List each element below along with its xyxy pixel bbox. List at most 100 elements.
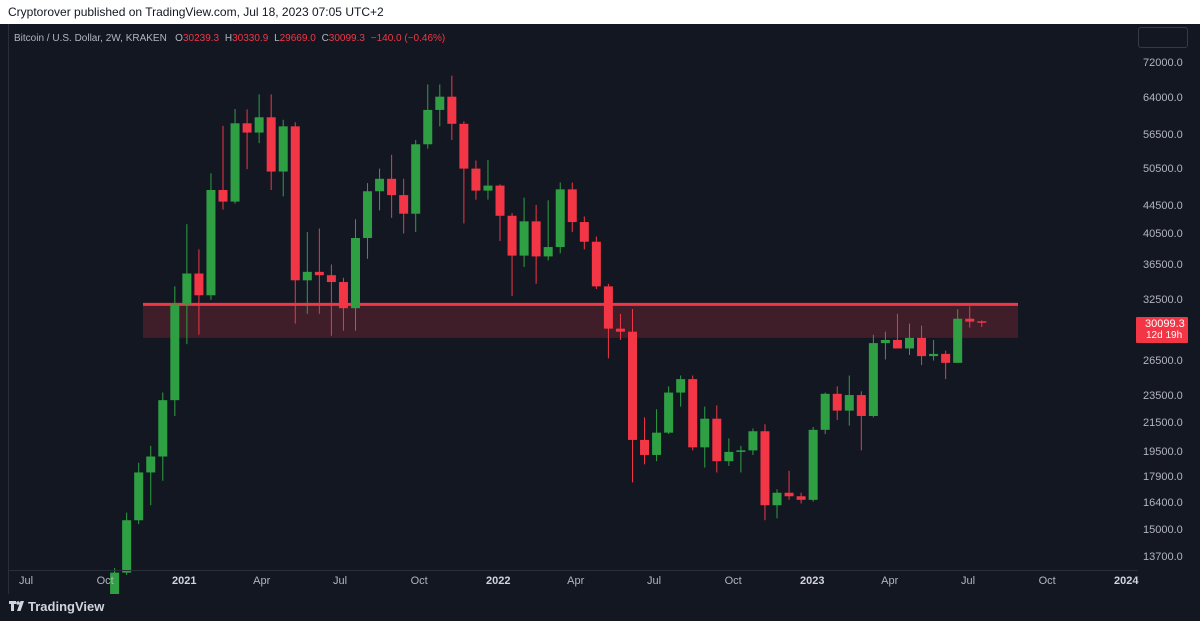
candle[interactable] (290, 122, 300, 324)
candle[interactable] (483, 159, 493, 200)
candle[interactable] (603, 283, 613, 359)
candle[interactable] (507, 213, 517, 297)
candle[interactable] (471, 160, 481, 200)
candle-body (652, 432, 662, 455)
candle[interactable] (905, 323, 915, 356)
candle[interactable] (170, 286, 180, 416)
time-axis-label: Oct (1038, 575, 1056, 587)
open-value: 30239.3 (182, 33, 220, 44)
candle[interactable] (543, 200, 553, 261)
candle[interactable] (977, 320, 987, 327)
candle[interactable] (880, 331, 890, 360)
chart-pane[interactable] (8, 24, 1193, 594)
candle[interactable] (676, 375, 686, 407)
candle[interactable] (302, 232, 312, 314)
candle-body (688, 379, 698, 448)
candle[interactable] (712, 405, 722, 473)
price-axis-label: 17900.0 (1143, 471, 1183, 484)
candle[interactable] (326, 264, 336, 336)
candle[interactable] (146, 445, 156, 506)
candle[interactable] (567, 182, 577, 233)
time-axis-label: Oct (410, 575, 428, 587)
candle[interactable] (278, 119, 288, 197)
candle-body (676, 379, 686, 393)
candle[interactable] (134, 462, 144, 525)
candle-body (435, 96, 445, 110)
candle-body (760, 431, 770, 506)
candle[interactable] (435, 84, 445, 127)
candle-body (748, 431, 758, 451)
candle[interactable] (194, 249, 204, 335)
candle[interactable] (182, 224, 192, 345)
candle[interactable] (700, 406, 710, 468)
candle[interactable] (615, 313, 625, 340)
resistance-zone[interactable] (143, 304, 1018, 338)
candle[interactable] (314, 228, 324, 314)
candle[interactable] (555, 182, 565, 254)
candle-body (158, 400, 168, 457)
candle[interactable] (399, 178, 409, 234)
candle[interactable] (495, 184, 505, 241)
candle[interactable] (459, 121, 469, 224)
candle[interactable] (375, 168, 385, 211)
candle[interactable] (664, 386, 674, 435)
candle-body (302, 271, 312, 281)
symbol-title[interactable]: Bitcoin / U.S. Dollar, 2W, KRAKEN (14, 33, 167, 44)
candle[interactable] (591, 236, 601, 290)
candle[interactable] (447, 75, 457, 140)
candle-body (363, 191, 373, 238)
candle[interactable] (350, 219, 360, 331)
candle[interactable] (218, 125, 228, 210)
candle-body (194, 273, 204, 296)
candle[interactable] (627, 309, 637, 483)
candle[interactable] (808, 427, 818, 502)
candle[interactable] (929, 339, 939, 361)
candle[interactable] (519, 197, 529, 267)
candle[interactable] (688, 375, 698, 451)
candle[interactable] (579, 216, 589, 250)
candle[interactable] (953, 309, 963, 363)
candle[interactable] (387, 154, 397, 218)
candle[interactable] (917, 325, 927, 366)
candle[interactable] (760, 424, 770, 521)
candle[interactable] (206, 173, 216, 300)
candle-body (953, 318, 963, 363)
candle[interactable] (832, 386, 842, 421)
candle[interactable] (266, 94, 276, 190)
candle[interactable] (254, 94, 264, 144)
time-axis[interactable] (8, 570, 1138, 595)
candle[interactable] (820, 392, 830, 435)
candle[interactable] (531, 204, 541, 284)
candle[interactable] (784, 470, 794, 500)
candle[interactable] (122, 512, 132, 575)
candle[interactable] (796, 492, 806, 504)
candle[interactable] (242, 109, 252, 170)
candle[interactable] (230, 108, 240, 204)
candle[interactable] (868, 334, 878, 418)
high-key: H (224, 33, 233, 44)
candle[interactable] (338, 277, 348, 331)
candle[interactable] (724, 438, 734, 466)
candle[interactable] (892, 313, 902, 349)
candle-body (290, 126, 300, 281)
candle[interactable] (748, 428, 758, 455)
candle[interactable] (965, 306, 975, 328)
candle[interactable] (158, 392, 168, 481)
price-axis-label: 40500.0 (1143, 228, 1183, 241)
candle[interactable] (423, 84, 433, 149)
candle[interactable] (844, 375, 854, 426)
candle[interactable] (736, 445, 746, 473)
bar-countdown: 12d 19h (1146, 330, 1183, 341)
last-price-tag (1136, 317, 1188, 343)
candle[interactable] (941, 350, 951, 380)
candle[interactable] (772, 489, 782, 519)
candle[interactable] (652, 409, 662, 462)
candle[interactable] (640, 417, 650, 465)
chart-settings-box[interactable] (1138, 27, 1188, 48)
candle[interactable] (856, 391, 866, 451)
candle[interactable] (411, 139, 421, 233)
candle[interactable] (363, 183, 373, 259)
candle-body (880, 339, 890, 344)
candle-body (856, 395, 866, 416)
